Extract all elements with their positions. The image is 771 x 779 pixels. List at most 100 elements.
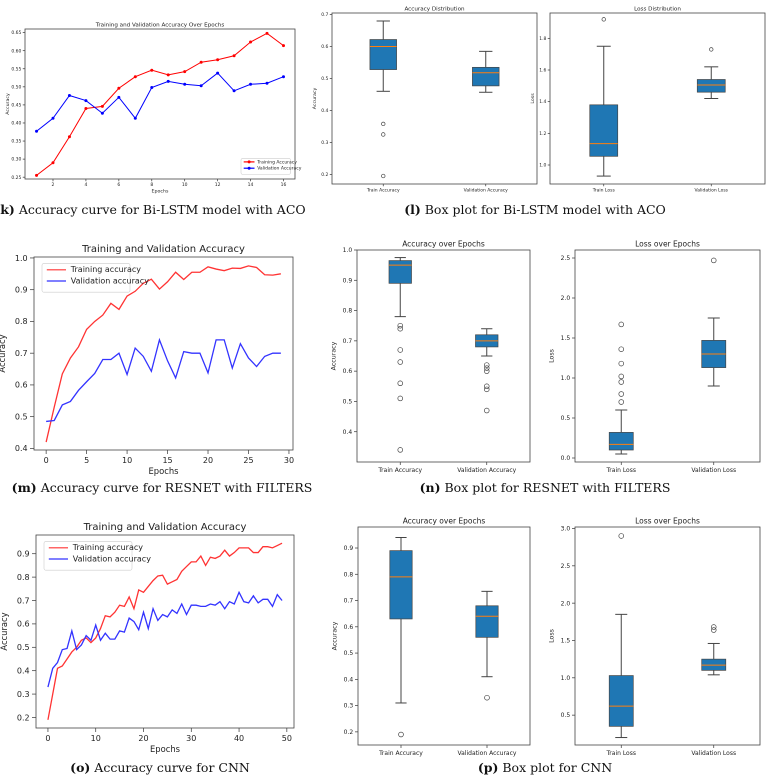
- outlier: [397, 380, 404, 387]
- caption-label: (o): [70, 760, 91, 775]
- outlier: [397, 359, 404, 365]
- data-point: [51, 161, 55, 165]
- y-tick-label: 0.35: [11, 139, 21, 145]
- y-tick-label: 0.3: [17, 690, 30, 699]
- caption-k: (k) Accuracy curve for Bi-LSTM model wit…: [0, 202, 306, 217]
- y-tick-label: 0.30: [11, 157, 21, 163]
- y-tick-label: 0.2: [344, 729, 354, 736]
- x-tick-label: Validation Accuracy: [464, 188, 509, 194]
- box-validation-loss: [696, 47, 726, 99]
- plot-frame: [574, 526, 761, 746]
- y-axis-label: Accuracy: [0, 612, 9, 650]
- y-tick-label: 1.2: [539, 131, 546, 137]
- data-point: [232, 54, 236, 58]
- plot-frame: [574, 249, 761, 463]
- y-tick-label: 0.8: [344, 571, 354, 578]
- data-point: [117, 95, 121, 99]
- data-point: [67, 135, 71, 139]
- x-tick-label: 14: [248, 182, 254, 188]
- plot-frame: [356, 249, 531, 463]
- y-tick-label: 0.5: [561, 415, 571, 422]
- y-tick-label: 0.65: [11, 30, 21, 36]
- outlier: [709, 47, 714, 52]
- caption-text: Accuracy curve for RESNET with FILTERS: [36, 480, 313, 495]
- data-point: [183, 70, 187, 74]
- y-tick-label: 0.55: [11, 66, 21, 72]
- data-point: [133, 116, 137, 120]
- series-line-validation-accuracy: [47, 590, 283, 688]
- box-validation-accuracy: [472, 50, 500, 93]
- chart-title: Training and Validation Accuracy: [81, 244, 245, 255]
- series-line-training-accuracy: [47, 542, 283, 720]
- box-iqr: [389, 550, 413, 620]
- box-iqr: [589, 104, 619, 157]
- y-tick-label: 0.8: [15, 317, 28, 326]
- box-iqr: [388, 260, 412, 284]
- x-tick-label: 50: [282, 734, 292, 743]
- plot-frame: [331, 12, 538, 185]
- outlier: [397, 447, 404, 453]
- y-tick-label: 0.7: [17, 596, 30, 605]
- y-tick-label: 0.4: [343, 429, 353, 436]
- y-tick-label: 0.8: [343, 308, 353, 315]
- x-tick-label: 12: [215, 182, 221, 188]
- y-tick-label: 1.4: [539, 99, 546, 105]
- chart-title: Accuracy Distribution: [404, 6, 465, 12]
- caption-text: Box plot for Bi-LSTM model with ACO: [420, 202, 666, 217]
- legend-marker: [247, 160, 251, 164]
- caption-label: (m): [11, 480, 37, 495]
- box-train-accuracy: [389, 537, 413, 738]
- y-tick-label: 3.0: [561, 526, 571, 533]
- y-tick-label: 0.5: [561, 712, 571, 719]
- x-tick-label: 20: [203, 456, 213, 465]
- data-point: [265, 31, 269, 35]
- y-tick-label: 0.5: [17, 643, 30, 652]
- data-point: [232, 89, 236, 93]
- y-tick-label: 0.6: [343, 368, 353, 375]
- y-tick-label: 0.7: [321, 12, 328, 18]
- outlier: [484, 407, 490, 414]
- series-line-validation-accuracy: [36, 72, 284, 132]
- legend-label: Validation accuracy: [71, 276, 149, 285]
- y-tick-label: 0.7: [343, 338, 353, 345]
- y-tick-label: 0.5: [343, 399, 353, 406]
- chart-title: Loss over Epochs: [635, 239, 700, 248]
- data-point: [183, 82, 187, 86]
- outlier: [618, 360, 624, 367]
- y-tick-label: 0.6: [17, 620, 30, 629]
- x-tick-label: 8: [150, 182, 153, 188]
- series-line-training-accuracy: [36, 32, 284, 176]
- y-tick-label: 0.8: [17, 573, 30, 582]
- data-point: [84, 99, 88, 103]
- box-train-accuracy: [369, 20, 397, 179]
- x-tick-label: 10: [122, 456, 132, 465]
- y-tick-label: 1.5: [561, 335, 571, 342]
- y-tick-label: 0.45: [11, 102, 21, 108]
- x-tick-label: Train Loss: [592, 188, 616, 194]
- box-iqr: [475, 605, 499, 638]
- y-axis-label: Accuracy: [0, 334, 7, 372]
- chart-n1: Accuracy over Epochs 0.4 0.5 0.6 0.7 0.8 0.9 1.…: [330, 239, 531, 474]
- box-train-accuracy: [388, 257, 412, 453]
- outlier: [618, 399, 624, 405]
- y-tick-label: 0.5: [344, 650, 354, 657]
- outlier: [397, 395, 404, 402]
- data-point: [216, 58, 220, 62]
- data-point: [117, 86, 121, 90]
- y-tick-label: 1.5: [561, 638, 571, 645]
- x-tick-label: 30: [186, 734, 196, 743]
- x-tick-label: 6: [117, 182, 120, 188]
- legend: Training accuracy Validation accuracy: [43, 541, 151, 571]
- y-tick-label: 2.5: [561, 563, 571, 570]
- plot-frame: [33, 256, 294, 451]
- y-axis-label: Accuracy: [5, 93, 11, 115]
- y-tick-label: 0.4: [15, 444, 28, 453]
- outlier: [397, 325, 404, 332]
- data-point: [67, 94, 71, 98]
- y-tick-label: 2.0: [561, 295, 571, 302]
- legend-label: Training accuracy: [72, 543, 143, 552]
- x-tick-label: 15: [162, 456, 172, 465]
- outlier: [484, 362, 490, 368]
- data-point: [84, 107, 88, 111]
